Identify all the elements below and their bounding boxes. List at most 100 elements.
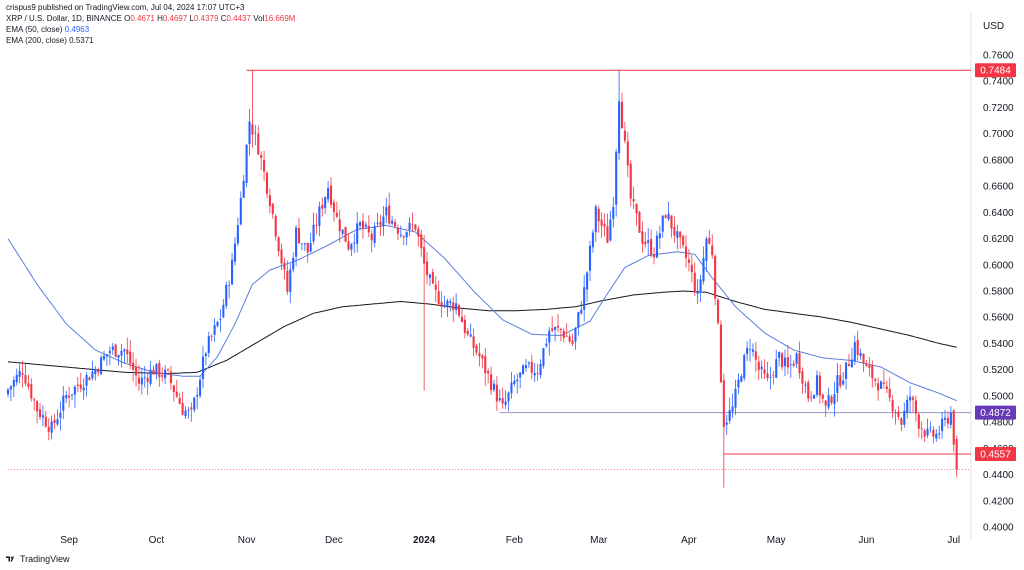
candle-body <box>708 237 711 244</box>
candle-body <box>359 222 362 226</box>
candle-body <box>952 410 955 445</box>
candle-body <box>210 335 213 337</box>
candle-body <box>586 272 589 290</box>
ema50-row[interactable]: EMA (50, close) 0.4963 <box>6 24 295 35</box>
candle-body <box>714 256 717 299</box>
time-tick-label: Nov <box>238 535 256 546</box>
candle-body <box>350 244 353 250</box>
candle-body <box>568 336 571 342</box>
candle-body <box>746 347 749 355</box>
candle-body <box>434 284 437 290</box>
ema50-label: EMA (50, close) <box>6 25 63 34</box>
candle-body <box>361 220 365 229</box>
candle-body <box>425 261 429 276</box>
price-chart[interactable]: 0.40000.42000.44000.46000.48000.50000.52… <box>0 0 1024 552</box>
ema50-value: 0.4963 <box>64 25 90 34</box>
candle-body <box>44 416 47 427</box>
price-tick-label: 0.5600 <box>983 313 1014 324</box>
candle-body <box>519 372 522 378</box>
candle-body <box>885 386 888 390</box>
candle-body <box>370 233 373 241</box>
price-tick-label: 0.4000 <box>983 523 1014 534</box>
brand-name: TradingView <box>20 554 70 564</box>
currency-label[interactable]: USD <box>983 21 1005 32</box>
candle-body <box>458 305 461 316</box>
price-tick-label: 0.7400 <box>983 77 1014 88</box>
candle-body <box>705 238 708 261</box>
candle-body <box>699 279 702 291</box>
candle-body <box>353 242 356 244</box>
price-tick-label: 0.7000 <box>983 129 1014 140</box>
low-price-text: 0.4557 <box>980 449 1011 460</box>
candle-body <box>859 352 862 356</box>
candle-body <box>428 274 431 278</box>
time-tick-label: Jul <box>947 535 960 546</box>
candle-body <box>498 398 501 401</box>
candle-body <box>577 312 580 328</box>
time-tick-label: Apr <box>681 535 697 546</box>
candle-body <box>495 384 498 402</box>
candle-body <box>655 235 658 258</box>
candlesticks <box>6 70 958 488</box>
candle-body <box>894 412 897 414</box>
candle-body <box>879 381 883 389</box>
candle-body <box>408 222 411 230</box>
candle-body <box>9 386 12 390</box>
ema200-row[interactable]: EMA (200, close) 0.5371 <box>6 35 295 46</box>
candle-body <box>478 353 481 357</box>
candle-body <box>911 397 915 400</box>
candle-body <box>274 215 277 237</box>
candle-body <box>283 262 286 270</box>
candle-body <box>431 272 434 284</box>
candle-body <box>402 236 405 238</box>
tradingview-brand[interactable]: TradingView <box>6 554 70 564</box>
publisher-line: crispus9 published on TradingView.com, J… <box>6 3 245 12</box>
time-tick-label: 2024 <box>413 535 436 546</box>
candle-body <box>70 394 74 396</box>
candle-body <box>164 369 167 379</box>
symbol-name[interactable]: XRP / U.S. Dollar, 1D, BINANCE <box>6 14 122 23</box>
candle-body <box>749 349 752 351</box>
candle-body <box>650 238 653 255</box>
candle-body <box>906 399 909 413</box>
candle-body <box>245 144 248 183</box>
candle-body <box>440 302 443 307</box>
candle-body <box>228 284 231 286</box>
candle-body <box>504 401 507 406</box>
candle-body <box>391 220 394 224</box>
candle-body <box>184 410 187 417</box>
candle-body <box>731 406 734 412</box>
candle-body <box>524 365 528 368</box>
candle-body <box>193 397 196 410</box>
candle-body <box>446 300 449 307</box>
candle-body <box>268 195 271 207</box>
time-tick-label: Dec <box>325 535 343 546</box>
candle-body <box>626 141 629 166</box>
time-axis[interactable]: Sep Oct Nov Dec 2024 Feb Mar Apr May Jun Jul <box>60 535 960 546</box>
time-tick-label: Feb <box>506 535 524 546</box>
candle-body <box>562 330 565 338</box>
candle-body <box>941 418 944 432</box>
candle-body <box>132 362 135 370</box>
resistance-price-box <box>975 63 1016 78</box>
candle-body <box>201 356 205 380</box>
price-axis[interactable]: 0.40000.42000.44000.46000.48000.50000.52… <box>983 51 1014 534</box>
candle-body <box>239 197 242 225</box>
candle-body <box>169 371 173 384</box>
candle-body <box>696 291 699 294</box>
candle-body <box>303 243 306 245</box>
candle-body <box>842 380 845 385</box>
candle-body <box>641 231 644 244</box>
candle-body <box>463 319 466 333</box>
candle-body <box>690 264 693 273</box>
candle-body <box>522 365 525 375</box>
candle-body <box>783 357 787 367</box>
candle-body <box>815 375 819 395</box>
candle-body <box>591 232 594 248</box>
candle-body <box>161 375 164 377</box>
candle-body <box>955 439 958 470</box>
candle-body <box>452 302 455 311</box>
support-price-text: 0.4872 <box>980 408 1011 419</box>
candle-body <box>385 207 388 216</box>
candle-body <box>62 395 65 411</box>
